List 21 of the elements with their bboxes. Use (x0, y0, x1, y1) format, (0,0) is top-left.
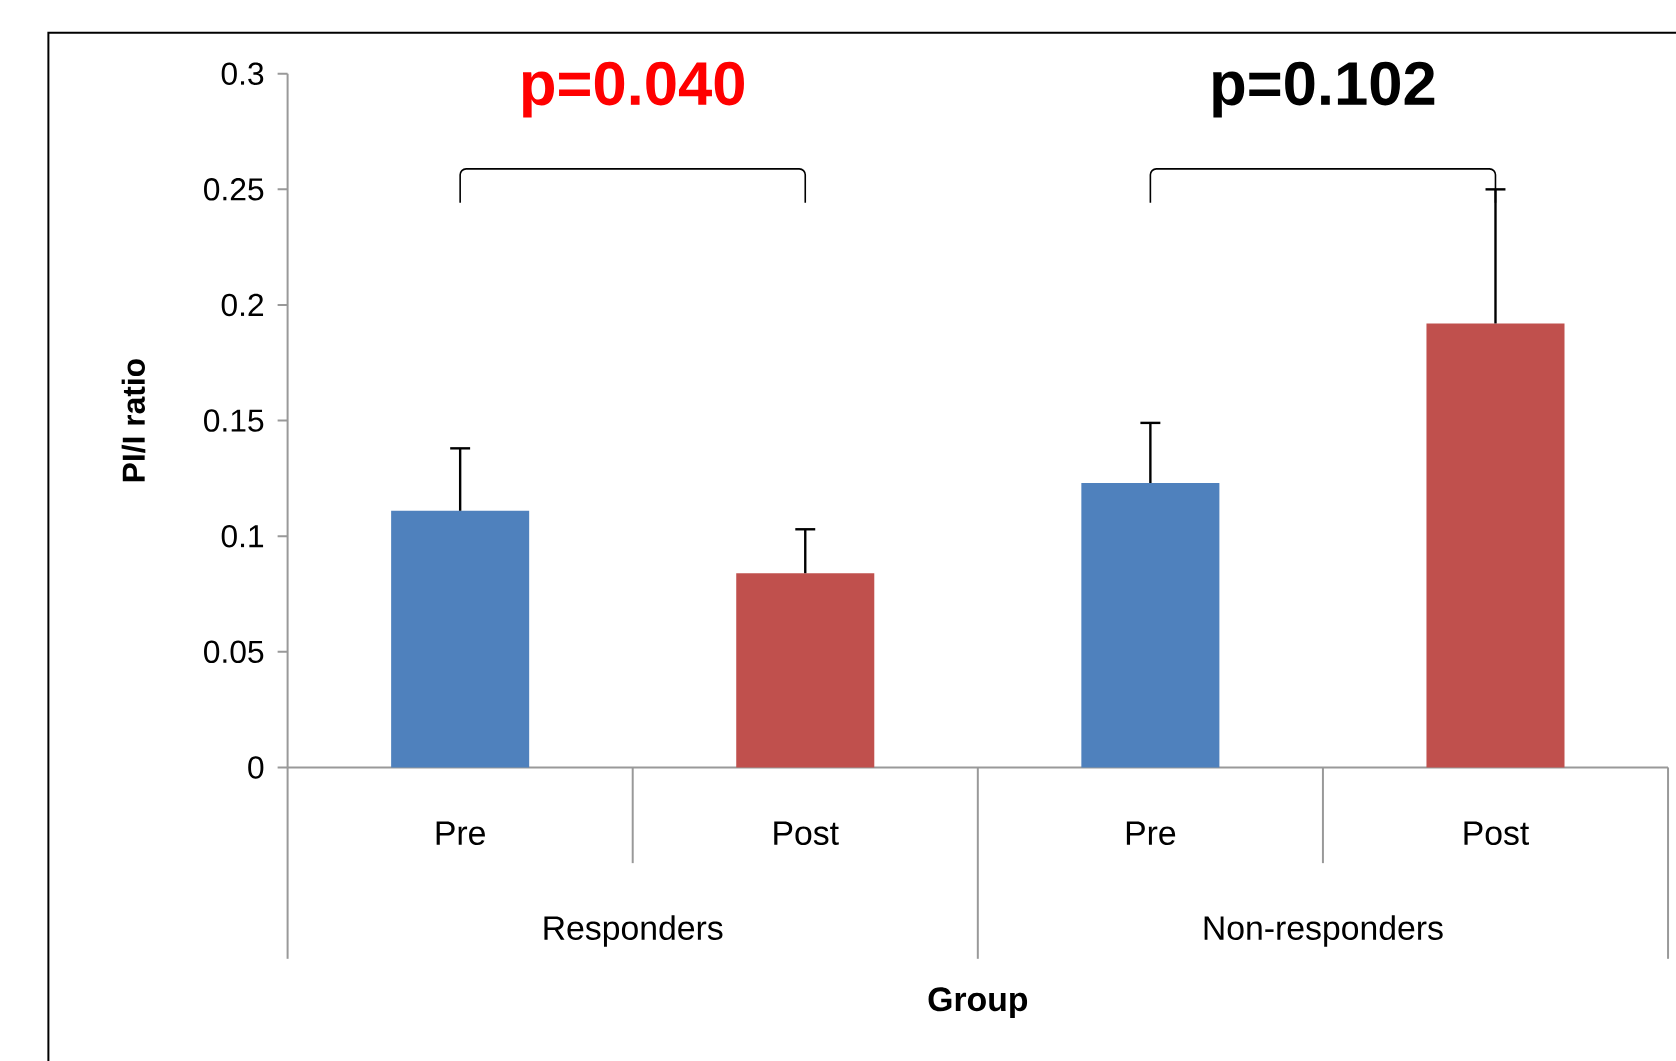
y-tick-label: 0.1 (221, 524, 264, 548)
y-tick-label: 0.2 (221, 293, 264, 316)
x-axis-title: Group (928, 987, 1028, 1018)
text: Non-responders (1204, 914, 1443, 947)
x-tick-label: Pre (1126, 821, 1176, 845)
x-tick-label: Post (774, 821, 839, 845)
y-axis-title: PI/I ratio (121, 358, 146, 481)
annotation: p=0.040 (522, 61, 744, 118)
bar (736, 572, 875, 768)
y-tick-label: 0.3 (221, 62, 264, 85)
x-tick-label: Post (1464, 821, 1529, 845)
y-tick-label: 0.05 (204, 640, 264, 663)
y-tick-label: 0 (248, 755, 264, 779)
bar (1426, 323, 1565, 768)
y-tick-label: 0.25 (204, 177, 264, 201)
x-tick-label: Pre (436, 821, 485, 845)
bar (391, 510, 530, 768)
bar (1081, 482, 1220, 768)
y-tick-label: 0.15 (204, 409, 264, 432)
text: Responders (544, 914, 723, 947)
annotation: p=0.102 (1213, 61, 1435, 118)
